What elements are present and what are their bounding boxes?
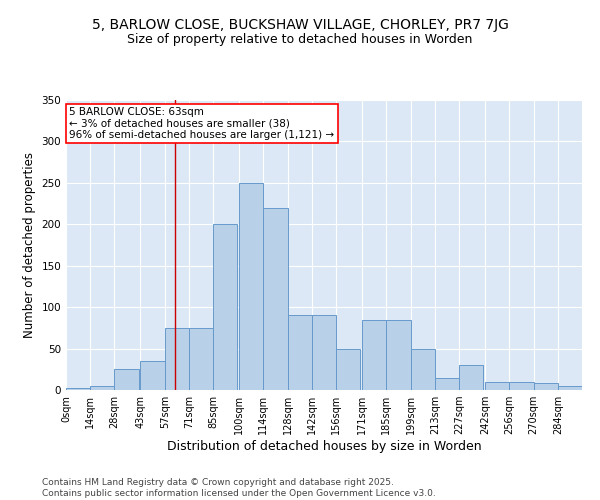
Text: 5, BARLOW CLOSE, BUCKSHAW VILLAGE, CHORLEY, PR7 7JG: 5, BARLOW CLOSE, BUCKSHAW VILLAGE, CHORL… <box>92 18 508 32</box>
Text: 5 BARLOW CLOSE: 63sqm
← 3% of detached houses are smaller (38)
96% of semi-detac: 5 BARLOW CLOSE: 63sqm ← 3% of detached h… <box>70 106 335 140</box>
Bar <box>558 386 582 390</box>
X-axis label: Distribution of detached houses by size in Worden: Distribution of detached houses by size … <box>167 440 481 453</box>
Bar <box>386 320 410 390</box>
Text: Contains HM Land Registry data © Crown copyright and database right 2025.
Contai: Contains HM Land Registry data © Crown c… <box>42 478 436 498</box>
Bar <box>213 224 238 390</box>
Bar <box>509 382 533 390</box>
Bar <box>459 365 484 390</box>
Bar <box>336 348 361 390</box>
Bar <box>90 386 115 390</box>
Bar <box>485 382 509 390</box>
Bar <box>115 370 139 390</box>
Bar <box>287 316 312 390</box>
Y-axis label: Number of detached properties: Number of detached properties <box>23 152 36 338</box>
Bar <box>239 183 263 390</box>
Bar <box>140 361 164 390</box>
Bar <box>263 208 287 390</box>
Bar <box>533 384 558 390</box>
Bar <box>312 316 336 390</box>
Text: Size of property relative to detached houses in Worden: Size of property relative to detached ho… <box>127 32 473 46</box>
Bar <box>410 348 435 390</box>
Bar <box>362 320 386 390</box>
Bar <box>189 328 213 390</box>
Bar <box>435 378 459 390</box>
Bar <box>66 388 90 390</box>
Bar <box>164 328 189 390</box>
